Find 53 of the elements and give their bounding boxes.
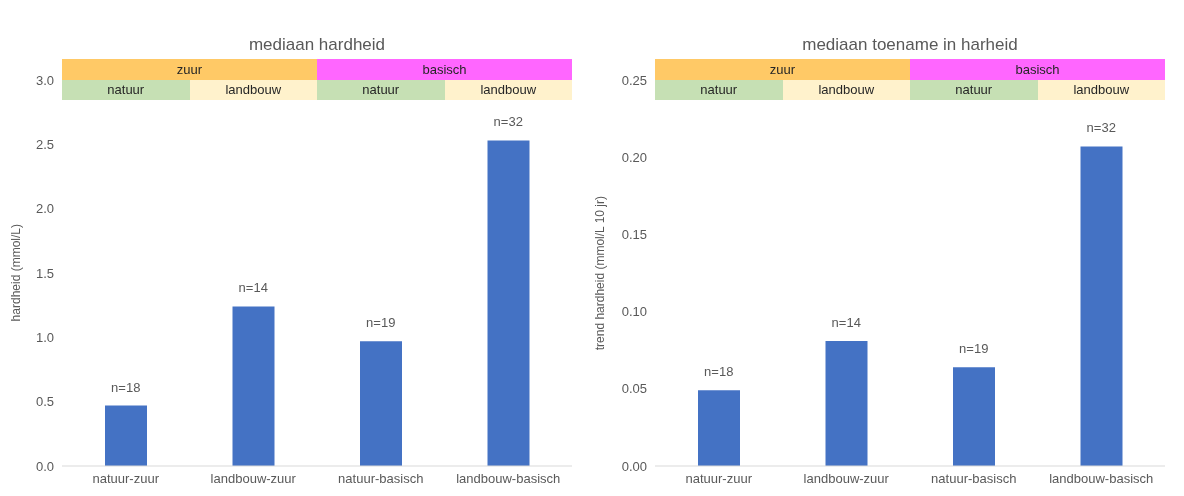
y-tick-label: 1.5 [35, 265, 54, 281]
y-tick-label: 0.10 [621, 304, 647, 320]
y-tick-label: 2.0 [35, 201, 54, 217]
bar [360, 341, 402, 466]
annotation: landbouw [1037, 80, 1165, 100]
x-tick-label: landbouw-zuur [210, 471, 297, 487]
annotation: n=19 [365, 315, 397, 331]
x-tick-label: natuur-basisch [338, 471, 424, 487]
annotation: n=14 [830, 314, 862, 330]
y-tick-label: 0.0 [35, 458, 54, 474]
annotation: natuur [62, 80, 190, 100]
y-tick-label: 0.5 [35, 394, 54, 410]
text: zuur [769, 62, 796, 77]
x-tick-label: natuur-zuur [92, 471, 160, 487]
y-tick-label: 2.5 [35, 136, 54, 152]
bar [105, 405, 147, 466]
y-tick-label: 0.20 [621, 149, 647, 165]
bar [232, 306, 275, 466]
annotation: natuur [655, 80, 783, 100]
x-tick-label: landbouw-zuur [803, 471, 890, 487]
annotation: n=32 [1085, 120, 1117, 136]
y-tick-label: 0.15 [621, 227, 647, 243]
text: basisch [422, 62, 467, 77]
annotation: landbouw [782, 80, 910, 100]
y-tick-label: 3.0 [35, 72, 54, 88]
y-tick-label: 1.0 [35, 329, 54, 345]
y-axis-title: trend hardheid (mmol/L 10 jr) [593, 195, 607, 351]
bar [487, 140, 530, 466]
x-tick-label: landbouw-basisch [456, 471, 561, 487]
annotation: natuur [317, 80, 445, 100]
annotation: n=14 [237, 280, 269, 296]
chart-title: mediaan toename in harheid [801, 35, 1019, 55]
annotation: natuur [910, 80, 1038, 100]
bar [825, 340, 868, 466]
y-tick-label: 0.05 [621, 381, 647, 397]
chart-title: mediaan hardheid [247, 35, 387, 55]
annotation: n=18 [703, 364, 735, 380]
annotation: n=18 [110, 379, 142, 395]
annotation: landbouw [444, 80, 572, 100]
bar [698, 390, 740, 466]
y-axis-title: hardheid (mmol/L) [9, 224, 23, 322]
bar [953, 367, 995, 466]
y-tick-label: 0.00 [621, 458, 647, 474]
text: basisch [1015, 62, 1060, 77]
annotation: landbouw [189, 80, 317, 100]
bar [1080, 146, 1123, 466]
annotation: n=19 [958, 341, 990, 357]
text: zuur [176, 62, 203, 77]
x-tick-label: landbouw-basisch [1049, 471, 1154, 487]
y-tick-label: 0.25 [621, 72, 647, 88]
x-tick-label: natuur-zuur [685, 471, 753, 487]
annotation: n=32 [492, 114, 524, 130]
x-tick-label: natuur-basisch [931, 471, 1017, 487]
